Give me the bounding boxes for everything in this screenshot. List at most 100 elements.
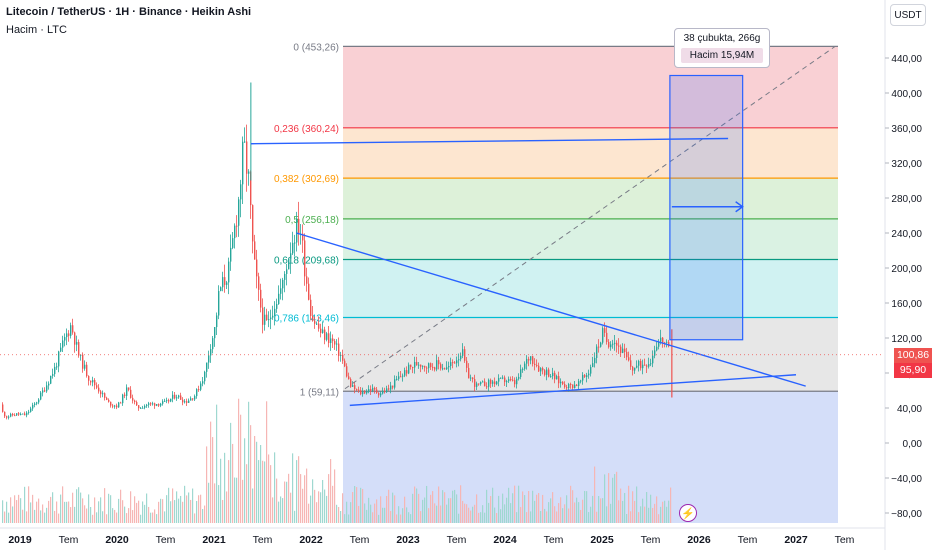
volume-bar <box>136 502 138 523</box>
y-tick-label: 400,00 <box>891 89 922 100</box>
candle-body <box>438 360 440 365</box>
volume-bar <box>10 497 12 523</box>
candle-body <box>408 364 410 374</box>
candle-body <box>338 343 340 356</box>
candle-body <box>402 375 404 377</box>
candle-body <box>488 379 490 387</box>
candle-body <box>616 342 618 346</box>
volume-bar <box>122 500 124 523</box>
volume-bar <box>640 506 642 523</box>
candle-body <box>524 363 526 369</box>
candle-body <box>370 388 372 391</box>
candle-body <box>522 368 524 370</box>
candle-body <box>354 385 356 390</box>
candle-body <box>466 360 468 368</box>
volume-bar <box>546 511 548 523</box>
candle-body <box>284 273 286 280</box>
candle-body <box>474 379 476 387</box>
candle-body <box>56 366 58 368</box>
fibonacci-retracement[interactable]: 0 (453,26) 0,236 (360,24) 0,382 (302,69) 0,… <box>274 42 838 523</box>
volume-bar <box>86 508 88 523</box>
volume-bar <box>564 504 566 523</box>
candle-body <box>16 413 18 416</box>
measure-bars-text: 38 çubukta, 266g <box>683 33 761 44</box>
volume-bar <box>280 496 282 523</box>
candle-body <box>196 389 198 397</box>
candle-body <box>136 402 138 406</box>
volume-bar <box>574 502 576 523</box>
x-tick-label: 2019 <box>8 534 32 546</box>
fib-band <box>343 259 838 318</box>
candle-body <box>396 378 398 380</box>
candle-body <box>600 342 602 347</box>
y-tick-label: 0,00 <box>903 439 923 450</box>
candle-body <box>552 372 554 377</box>
candle-body <box>92 380 94 383</box>
candle-body <box>452 362 454 364</box>
volume-bar <box>194 513 196 523</box>
volume-bar <box>66 501 68 523</box>
volume-bar <box>32 494 34 523</box>
volume-bar <box>186 495 188 523</box>
lightning-icon[interactable]: ⚡ <box>679 504 697 522</box>
volume-bar <box>148 506 150 523</box>
volume-bar <box>324 489 326 523</box>
candle-body <box>234 225 236 239</box>
fib-level-label: 0,786 (143,46) <box>274 313 339 324</box>
volume-bar <box>560 497 562 523</box>
volume-bar <box>192 488 194 523</box>
candle-body <box>596 346 598 358</box>
volume-bar <box>618 500 620 523</box>
candle-body <box>90 380 92 383</box>
volume-bar <box>670 487 672 523</box>
candle-body <box>594 357 596 364</box>
volume-bar <box>654 503 656 523</box>
drawings[interactable] <box>0 46 884 407</box>
volume-bar <box>268 454 270 523</box>
volume-bar <box>40 510 42 523</box>
candle-body <box>116 405 118 408</box>
volume-bar <box>338 506 340 523</box>
candle-body <box>624 348 626 352</box>
volume-bar <box>26 511 28 523</box>
candle-body <box>202 381 204 384</box>
candle-body <box>220 287 222 292</box>
candle-body <box>128 387 130 390</box>
candle-body <box>78 342 80 356</box>
candle-body <box>340 354 342 356</box>
candle-body <box>170 398 172 402</box>
volume-bar <box>408 512 410 523</box>
currency-button[interactable]: USDT <box>890 4 926 26</box>
volume-bar <box>470 510 472 523</box>
volume-bar <box>384 507 386 523</box>
candle-body <box>296 218 298 243</box>
volume-bar <box>204 505 206 523</box>
candle-body <box>660 337 662 342</box>
candle-body <box>302 233 304 241</box>
volume-bar <box>180 495 182 523</box>
volume-bar <box>620 488 622 523</box>
candle-body <box>472 377 474 380</box>
volume-bar <box>78 487 80 523</box>
volume-bar <box>658 514 660 523</box>
volume-bar <box>50 496 52 523</box>
volume-bar <box>220 458 222 523</box>
volume-indicator-label[interactable]: Hacim · LTC <box>6 24 67 36</box>
candle-body <box>608 341 610 348</box>
volume-bar <box>438 486 440 523</box>
candle-body <box>420 364 422 367</box>
volume-bar <box>226 491 228 523</box>
volume-bar <box>590 506 592 523</box>
volume-bar <box>76 489 78 523</box>
x-tick-label: 2025 <box>590 534 614 546</box>
volume-bar <box>664 500 666 523</box>
volume-bar <box>544 508 546 523</box>
candle-body <box>500 377 502 379</box>
candle-body <box>60 347 62 352</box>
volume-bar <box>278 501 280 523</box>
volume-bar <box>592 495 594 523</box>
volume-bar <box>202 508 204 523</box>
volume-bar <box>2 500 4 523</box>
volume-bar <box>130 491 132 523</box>
